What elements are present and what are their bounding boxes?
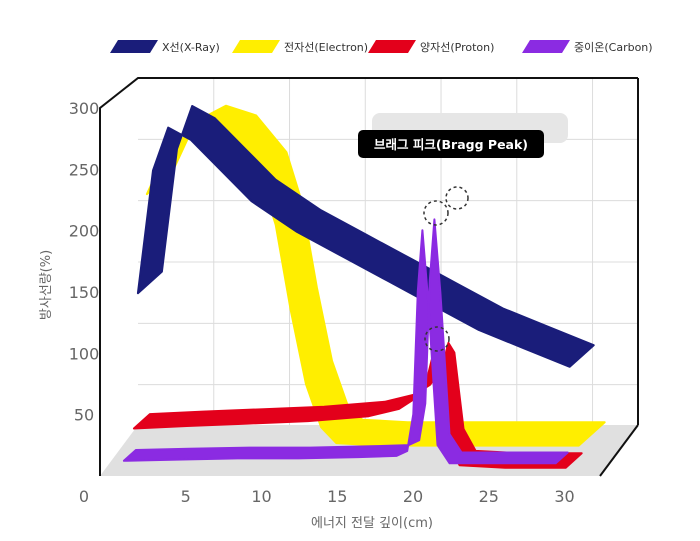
series-proton-ribbon bbox=[132, 341, 583, 469]
series-carbon-ribbon bbox=[122, 218, 569, 465]
legend-label: X선(X-Ray) bbox=[162, 41, 220, 54]
y-tick-label: 50 bbox=[74, 406, 94, 425]
carbon-peak-marker-icon bbox=[423, 200, 449, 226]
y-tick-label: 200 bbox=[69, 222, 100, 241]
legend-label: 전자선(Electron) bbox=[284, 41, 368, 54]
chart-frame bbox=[99, 77, 639, 477]
x-tick-label: 10 bbox=[251, 487, 271, 506]
x-tick-label: 20 bbox=[403, 487, 423, 506]
x-tick-label: 5 bbox=[181, 487, 191, 506]
peak-markers bbox=[423, 186, 469, 352]
legend: X선(X-Ray) 전자선(Electron) 양자선(Proton) 중이온(Car… bbox=[110, 40, 653, 54]
x-tick-label: 15 bbox=[327, 487, 347, 506]
legend-swatch bbox=[522, 40, 570, 53]
y-tick-label: 250 bbox=[69, 160, 100, 179]
proton-peak-marker-icon bbox=[424, 326, 450, 352]
annotation-label: 브래그 피크(Bragg Peak) bbox=[374, 137, 528, 152]
annotation-box bbox=[358, 130, 544, 158]
x-axis-title: 에너지 전달 깊이(cm) bbox=[311, 516, 433, 531]
carbon-peak-top-marker-icon bbox=[445, 186, 469, 210]
x-tick-label: 25 bbox=[479, 487, 499, 506]
y-tick-label: 150 bbox=[69, 283, 100, 302]
series-group bbox=[122, 104, 606, 469]
legend-swatch bbox=[368, 40, 416, 53]
legend-label: 양자선(Proton) bbox=[420, 41, 494, 54]
legend-swatch bbox=[110, 40, 158, 53]
legend-label: 중이온(Carbon) bbox=[574, 41, 653, 54]
series-xray-ribbon bbox=[136, 105, 595, 368]
y-axis-title: 방사선량(%) bbox=[39, 250, 54, 320]
x-tick-label: 30 bbox=[554, 487, 574, 506]
legend-swatch bbox=[232, 40, 280, 53]
x-axis-ticks: 5 10 15 20 25 30 bbox=[181, 487, 575, 506]
y-axis-ticks: 300 250 200 150 100 50 0 bbox=[69, 99, 100, 506]
y-tick-label: 0 bbox=[79, 487, 89, 506]
y-tick-label: 300 bbox=[69, 99, 100, 118]
y-tick-label: 100 bbox=[69, 344, 100, 363]
